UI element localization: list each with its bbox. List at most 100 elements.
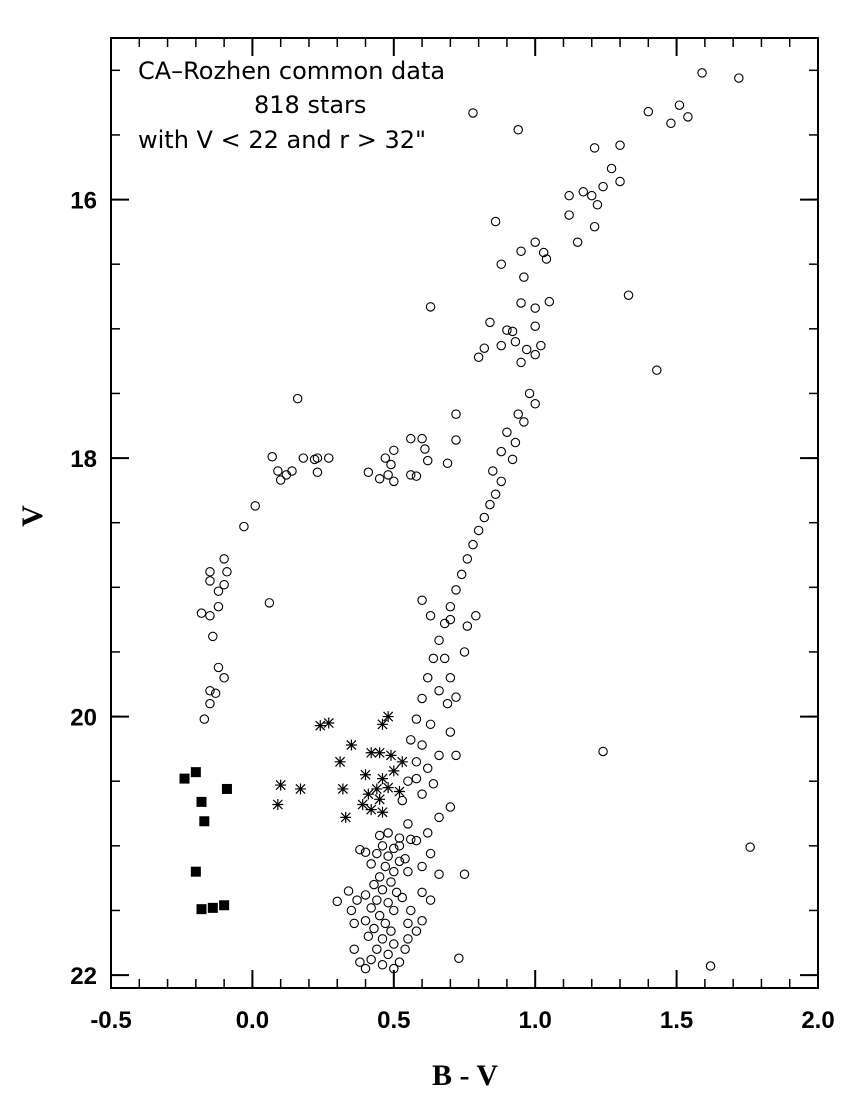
x-tick-label: 1.5 [660, 1007, 693, 1034]
star-point [406, 433, 416, 444]
star-point [219, 673, 229, 683]
star-point [468, 108, 478, 118]
star-point [615, 140, 625, 151]
star-point [473, 352, 484, 363]
star-point [471, 611, 481, 621]
star-point [683, 112, 693, 122]
star-point [496, 446, 507, 457]
star-point [411, 714, 422, 724]
star-point [485, 499, 495, 510]
star-point [502, 427, 512, 437]
star-point [445, 673, 456, 683]
star-point [462, 621, 473, 631]
y-tick-label: 16 [70, 188, 97, 215]
star-point [397, 892, 408, 903]
asterisk-point [294, 783, 306, 795]
star-point [196, 608, 207, 618]
star-point [454, 953, 464, 964]
star-point [400, 944, 410, 954]
x-axis-title: B - V [432, 1059, 498, 1092]
star-point [564, 210, 574, 220]
star-point [213, 601, 224, 612]
star-point [372, 895, 382, 905]
star-point [442, 458, 453, 468]
asterisk-point [396, 756, 408, 768]
square-point [196, 904, 207, 915]
star-point [422, 673, 433, 683]
star-point [366, 859, 376, 869]
asterisk-point [340, 811, 352, 823]
star-point [391, 887, 402, 898]
star-point [352, 895, 362, 905]
star-point [485, 317, 495, 328]
asterisk-point [314, 720, 326, 732]
star-point [366, 954, 376, 965]
asterisk-point [362, 788, 374, 800]
star-point [411, 926, 422, 936]
star-point [417, 861, 427, 872]
star-point [219, 579, 229, 590]
star-point [411, 773, 422, 784]
asterisk-point [385, 749, 397, 761]
star-point [422, 828, 433, 838]
star-point [210, 688, 221, 699]
star-point [417, 433, 427, 444]
data-points [179, 68, 755, 974]
asterisk-point [365, 747, 377, 759]
star-point [374, 872, 385, 882]
star-point [445, 727, 456, 737]
square-point [199, 816, 210, 827]
star-point [507, 326, 518, 337]
star-point [434, 685, 444, 696]
asterisk-point [337, 783, 349, 795]
star-point [538, 247, 549, 258]
star-point [425, 848, 436, 859]
star-point [473, 525, 484, 536]
star-point [439, 653, 450, 664]
asterisk-point [376, 718, 388, 730]
asterisk-point [365, 804, 377, 816]
axis-ticks [110, 38, 819, 988]
star-point [312, 453, 323, 463]
star-point [389, 866, 399, 877]
star-point [349, 918, 359, 929]
star-point [205, 567, 215, 577]
star-point [479, 343, 490, 353]
star-point [420, 444, 430, 454]
star-point [434, 750, 444, 761]
y-tick-label: 22 [70, 963, 97, 990]
star-point [374, 910, 385, 921]
star-point [417, 595, 427, 605]
star-point [219, 554, 229, 564]
star-point [377, 885, 388, 895]
star-point [403, 918, 413, 929]
star-point [496, 476, 507, 487]
star-point [389, 963, 399, 974]
star-point [462, 554, 473, 564]
asterisk-point [393, 786, 405, 798]
star-point [428, 653, 439, 664]
star-point [389, 843, 399, 854]
star-point [425, 719, 436, 730]
x-tick-labels: -0.5 0.0 0.5 1.0 1.5 2.0 [90, 1007, 834, 1034]
square-point [190, 767, 201, 778]
star-point [578, 187, 589, 197]
star-point [389, 476, 399, 487]
star-point [369, 923, 379, 934]
star-point [674, 100, 685, 110]
star-point [479, 512, 490, 523]
star-point [250, 501, 260, 511]
y-tick-label: 20 [70, 705, 97, 732]
star-point [519, 417, 529, 427]
asterisk-point [272, 798, 284, 810]
star-point [623, 290, 634, 300]
star-point [403, 866, 413, 877]
asterisk-point [376, 773, 388, 785]
y-tick-labels: 16 18 20 22 [70, 188, 97, 991]
star-point [205, 685, 215, 696]
star-point [536, 340, 546, 351]
x-tick-label: 1.0 [519, 1007, 552, 1034]
star-point [406, 905, 416, 916]
star-point [451, 692, 461, 702]
